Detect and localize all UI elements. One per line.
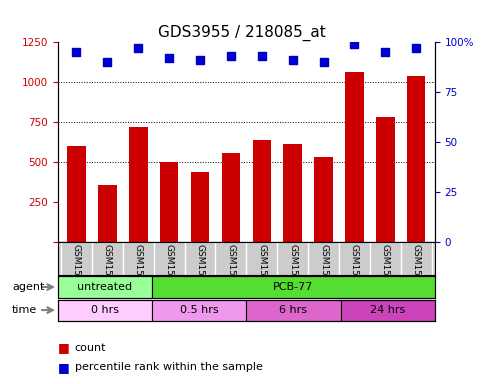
Text: count: count bbox=[75, 343, 106, 353]
Bar bbox=[376, 116, 395, 242]
Text: ■: ■ bbox=[58, 341, 70, 354]
Text: ■: ■ bbox=[58, 361, 70, 374]
Text: PCB-77: PCB-77 bbox=[273, 282, 313, 292]
Bar bbox=[129, 127, 147, 242]
Text: GSM158374: GSM158374 bbox=[103, 243, 112, 298]
Bar bbox=[98, 185, 116, 242]
Text: GSM158373: GSM158373 bbox=[72, 243, 81, 298]
Text: GSM158381: GSM158381 bbox=[319, 243, 328, 298]
Bar bbox=[160, 162, 178, 242]
Bar bbox=[58, 300, 152, 321]
Bar bbox=[345, 72, 364, 242]
Point bbox=[412, 45, 420, 51]
Bar bbox=[341, 300, 435, 321]
Bar bbox=[253, 140, 271, 242]
Bar bbox=[314, 157, 333, 242]
Text: 0 hrs: 0 hrs bbox=[91, 305, 119, 315]
Text: 24 hrs: 24 hrs bbox=[370, 305, 405, 315]
Point bbox=[227, 53, 235, 59]
Text: 0.5 hrs: 0.5 hrs bbox=[180, 305, 218, 315]
Point bbox=[258, 53, 266, 59]
Text: time: time bbox=[12, 305, 37, 315]
Bar bbox=[67, 146, 86, 242]
Point bbox=[196, 57, 204, 63]
Bar bbox=[222, 153, 240, 242]
Text: GSM158377: GSM158377 bbox=[196, 243, 204, 298]
Bar bbox=[152, 300, 246, 321]
Text: GSM158380: GSM158380 bbox=[288, 243, 297, 298]
Point bbox=[320, 59, 327, 65]
Point bbox=[72, 49, 80, 55]
Text: 6 hrs: 6 hrs bbox=[280, 305, 307, 315]
Text: GDS3955 / 218085_at: GDS3955 / 218085_at bbox=[157, 25, 326, 41]
Bar bbox=[58, 276, 152, 298]
Text: GSM158384: GSM158384 bbox=[412, 243, 421, 298]
Text: GSM158376: GSM158376 bbox=[165, 243, 173, 298]
Bar bbox=[284, 144, 302, 242]
Text: GSM158382: GSM158382 bbox=[350, 243, 359, 298]
Point bbox=[134, 45, 142, 51]
Point bbox=[351, 41, 358, 47]
Text: untreated: untreated bbox=[77, 282, 133, 292]
Bar bbox=[407, 76, 426, 242]
Point bbox=[165, 55, 173, 61]
Bar bbox=[246, 300, 341, 321]
Point bbox=[382, 49, 389, 55]
Bar bbox=[152, 276, 435, 298]
Point bbox=[103, 59, 111, 65]
Text: percentile rank within the sample: percentile rank within the sample bbox=[75, 362, 263, 372]
Text: agent: agent bbox=[12, 282, 44, 292]
Point bbox=[289, 57, 297, 63]
Bar bbox=[191, 172, 209, 242]
Text: GSM158378: GSM158378 bbox=[227, 243, 235, 298]
Text: GSM158383: GSM158383 bbox=[381, 243, 390, 298]
Text: GSM158375: GSM158375 bbox=[134, 243, 143, 298]
Text: GSM158379: GSM158379 bbox=[257, 243, 266, 298]
